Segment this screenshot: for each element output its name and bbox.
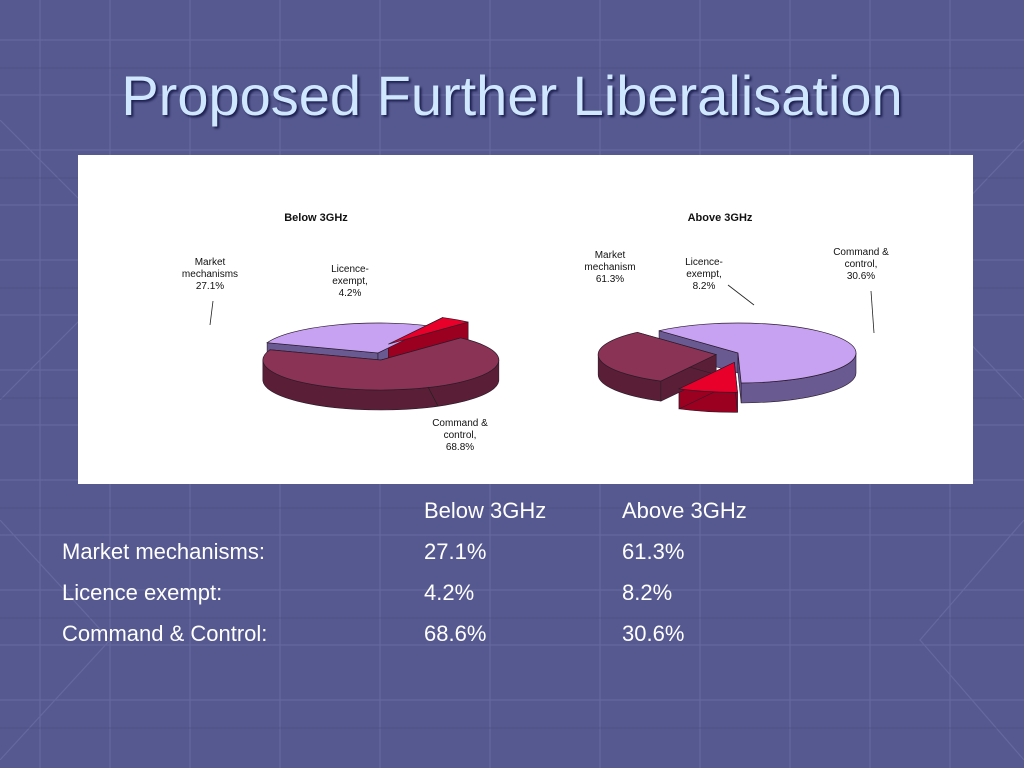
leader-line-market: [209, 300, 214, 326]
table-row: Command & Control: 68.6% 30.6%: [62, 613, 792, 654]
pie-chart-figure: Below 3GHz Market mechanisms 27.1% Licence-e…: [78, 155, 973, 484]
row-below-value: 27.1%: [424, 538, 487, 564]
pie-slice-market: [658, 322, 857, 384]
pie-title: Above 3GHz: [688, 212, 753, 224]
row-above-value: 61.3%: [622, 538, 685, 564]
pie-title: Below 3GHz: [284, 212, 348, 224]
row-label: Command & Control:: [62, 620, 268, 646]
row-label: Market mechanisms:: [62, 538, 265, 564]
slide-title: Proposed Further Liberalisation: [121, 64, 903, 127]
pie-slice-label-market: Market mechanism 61.3%: [584, 250, 635, 285]
leader-line-licence: [727, 284, 755, 306]
percentages-table: Below 3GHz Above 3GHz Market mechanisms:…: [62, 490, 792, 654]
pie-slice-label-licence: Licence-exempt, 4.2%: [331, 264, 369, 299]
table-row: Licence exempt: 4.2% 8.2%: [62, 572, 792, 613]
pie-below-3ghz: Below 3GHz Market mechanisms 27.1% Licence-e…: [182, 212, 500, 453]
pie-slice-label-market: Market mechanisms 27.1%: [182, 257, 238, 292]
table-header-above: Above 3GHz: [622, 497, 747, 523]
pie-slice-command: [597, 331, 718, 382]
leader-line-command: [870, 290, 875, 334]
table-header-below: Below 3GHz: [424, 497, 547, 523]
pie-charts-svg: Below 3GHz Market mechanisms 27.1% Licence-e…: [182, 212, 889, 453]
pie-slice-label-licence: Licence-exempt, 8.2%: [685, 257, 723, 292]
leader-line-command: [427, 386, 439, 407]
row-above-value: 8.2%: [622, 579, 673, 605]
row-above-value: 30.6%: [622, 620, 685, 646]
table-header-row: Below 3GHz Above 3GHz: [62, 490, 792, 531]
table-header-label: [62, 490, 424, 531]
row-below-value: 4.2%: [424, 579, 475, 605]
pie-slice-command: [262, 337, 500, 391]
pie-above-3ghz: Above 3GHz Market mechanism 61.3% Licence-ex…: [584, 212, 889, 413]
pie-slice-licence: [388, 317, 469, 345]
pie-slice-label-command: Command & control, 68.8%: [432, 418, 488, 453]
pie-slice-label-command: Command & control, 30.6%: [833, 247, 889, 282]
table-row: Market mechanisms: 27.1% 61.3%: [62, 531, 792, 572]
pie-slice-market: [266, 322, 434, 354]
row-label: Licence exempt:: [62, 579, 223, 605]
pie-slice-licence: [677, 361, 738, 393]
row-below-value: 68.6%: [424, 620, 487, 646]
